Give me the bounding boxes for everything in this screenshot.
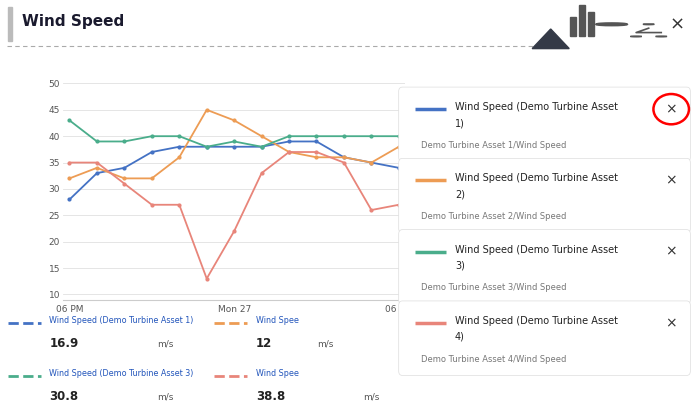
Text: 30.8: 30.8 [50,390,78,403]
Text: Wind Speed (Demo Turbine Asset: Wind Speed (Demo Turbine Asset [455,173,618,183]
Text: 2): 2) [455,189,465,199]
Text: Wind Speed (Demo Turbine Asset 3): Wind Speed (Demo Turbine Asset 3) [50,369,194,378]
Text: Demo Turbine Asset 4/Wind Speed: Demo Turbine Asset 4/Wind Speed [421,355,566,364]
Text: m/s: m/s [317,339,334,348]
Text: Wind Speed (Demo Turbine Asset: Wind Speed (Demo Turbine Asset [455,102,618,112]
Text: 3): 3) [455,260,465,271]
FancyBboxPatch shape [398,301,691,375]
Bar [8,7,12,41]
Text: ×: × [665,245,677,259]
Circle shape [643,24,654,25]
Text: Wind Speed (Demo Turbine Asset: Wind Speed (Demo Turbine Asset [455,245,618,255]
Text: ×: × [665,316,677,330]
Circle shape [630,36,642,37]
Text: Wind Spee: Wind Spee [256,369,298,378]
Text: ×: × [669,15,684,33]
Bar [588,12,594,36]
Text: m/s: m/s [157,339,173,348]
Text: Demo Turbine Asset 3/Wind Speed: Demo Turbine Asset 3/Wind Speed [421,284,566,292]
Text: m/s: m/s [363,392,380,401]
FancyBboxPatch shape [398,87,691,162]
Text: ×: × [665,102,677,116]
Text: Wind Speed: Wind Speed [22,14,124,30]
Circle shape [656,36,667,37]
Text: Wind Spee: Wind Spee [256,316,298,325]
FancyBboxPatch shape [398,230,691,304]
Text: m/s: m/s [157,392,173,401]
Text: Added asset properties: Added asset properties [409,65,572,78]
Text: Wind Speed (Demo Turbine Asset 1): Wind Speed (Demo Turbine Asset 1) [50,316,194,325]
Bar [570,17,576,36]
Text: 1): 1) [455,118,465,128]
FancyBboxPatch shape [398,158,691,233]
Text: 4): 4) [455,332,465,342]
Text: Demo Turbine Asset 2/Wind Speed: Demo Turbine Asset 2/Wind Speed [421,212,566,221]
Polygon shape [532,29,569,49]
Text: 38.8: 38.8 [256,390,285,403]
Text: Demo Turbine Asset 1/Wind Speed: Demo Turbine Asset 1/Wind Speed [421,141,566,150]
Text: 16.9: 16.9 [50,337,79,350]
Text: ×: × [665,173,677,188]
Text: 12: 12 [256,337,272,350]
Text: Wind Speed (Demo Turbine Asset: Wind Speed (Demo Turbine Asset [455,316,618,326]
Bar [579,5,585,36]
